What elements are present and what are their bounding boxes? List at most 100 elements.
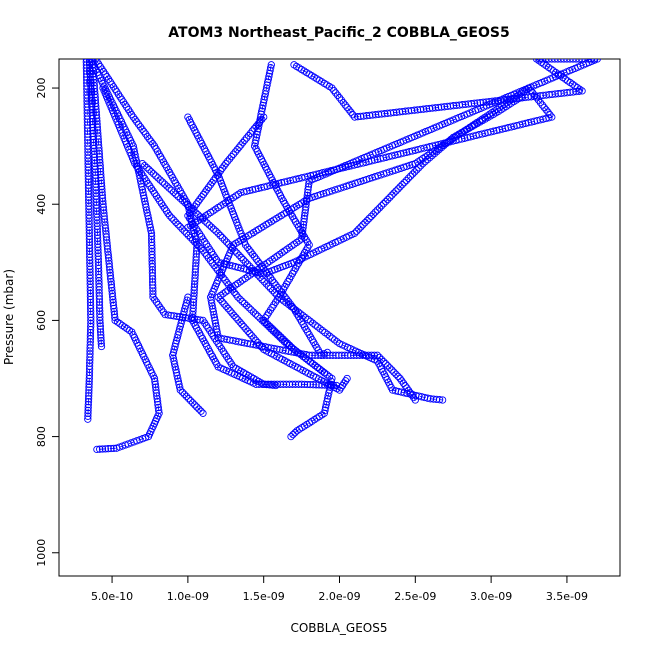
data-point — [332, 89, 340, 97]
data-point — [313, 363, 321, 371]
data-point — [208, 299, 216, 307]
data-point — [95, 147, 103, 155]
data-point — [345, 106, 353, 114]
data-point — [354, 113, 362, 121]
data-point — [304, 186, 312, 194]
x-tick-label: 3.0e-09 — [470, 590, 512, 603]
data-point — [151, 380, 159, 388]
x-axis: 5.0e-10 1.0e-09 1.5e-09 2.0e-09 2.5e-09 3.0e-… — [91, 575, 588, 603]
y-axis: 200 400 600 800 1000 — [35, 78, 60, 567]
data-point — [199, 190, 208, 199]
data-point — [309, 360, 317, 368]
data-point — [375, 204, 384, 212]
data-point — [534, 96, 543, 104]
data-point — [230, 311, 238, 320]
data-point — [339, 98, 347, 107]
data-point — [314, 323, 322, 331]
data-point — [343, 374, 351, 383]
data-point — [403, 384, 411, 392]
data-point — [396, 183, 404, 191]
data-point — [220, 236, 229, 244]
data-point — [133, 118, 141, 126]
data-point — [517, 93, 526, 101]
data-point — [208, 178, 216, 187]
data-point — [242, 265, 251, 274]
data-point — [209, 308, 217, 316]
data-point — [415, 164, 423, 172]
data-point — [260, 316, 268, 325]
data-point — [531, 91, 539, 99]
data-point — [170, 216, 178, 224]
data-point — [234, 263, 242, 272]
data-point — [201, 188, 209, 196]
data-point — [234, 279, 242, 288]
data-point — [367, 212, 375, 221]
data-point — [172, 190, 180, 198]
data-point — [221, 288, 230, 296]
data-point — [191, 202, 199, 210]
data-point — [96, 316, 104, 325]
data-point — [237, 253, 245, 262]
data-point — [213, 171, 221, 180]
data-point — [423, 155, 432, 164]
data-point — [147, 184, 156, 193]
data-point — [207, 223, 216, 231]
data-point — [152, 172, 160, 180]
data-point — [529, 89, 537, 97]
data-point — [180, 390, 189, 398]
data-point — [161, 180, 169, 188]
data-point — [262, 318, 270, 327]
data-point — [164, 209, 172, 218]
data-point — [299, 226, 307, 235]
data-point — [548, 113, 556, 121]
data-point — [238, 297, 246, 306]
data-point — [373, 206, 382, 214]
data-point — [311, 361, 319, 370]
data-point — [400, 178, 408, 187]
data-point — [125, 326, 134, 335]
data-point — [251, 268, 259, 276]
x-tick-label: 1.5e-09 — [243, 590, 285, 603]
data-point — [447, 135, 455, 144]
data-point — [96, 165, 105, 173]
data-point — [222, 159, 230, 168]
data-point — [214, 293, 222, 301]
data-point — [252, 122, 260, 131]
data-point — [288, 302, 296, 311]
x-tick-label: 1.0e-09 — [167, 590, 209, 603]
data-point — [93, 114, 101, 122]
data-point — [103, 239, 111, 247]
data-point — [256, 260, 264, 268]
data-point — [384, 195, 392, 204]
data-point — [408, 391, 416, 399]
data-point — [264, 282, 273, 290]
data-point — [335, 94, 344, 102]
data-point — [96, 328, 105, 336]
data-point — [328, 334, 336, 342]
data-point — [188, 313, 197, 322]
data-point — [152, 389, 161, 397]
data-point — [272, 281, 280, 289]
data-point — [314, 351, 322, 359]
data-point — [216, 231, 224, 240]
data-point — [563, 59, 571, 63]
data-point — [337, 96, 346, 104]
data-point — [152, 386, 160, 394]
data-point — [409, 393, 418, 402]
data-point — [91, 96, 100, 105]
data-point — [406, 172, 415, 180]
data-point — [232, 313, 240, 322]
data-point — [236, 318, 244, 326]
data-point — [249, 308, 258, 316]
data-point — [286, 300, 295, 308]
data-point — [211, 174, 220, 182]
data-point — [149, 140, 157, 148]
data-point — [187, 207, 195, 215]
data-point — [318, 367, 326, 375]
data-point — [84, 395, 93, 403]
data-point — [212, 322, 220, 330]
data-point — [566, 78, 574, 87]
data-point — [212, 227, 220, 235]
data-point — [98, 445, 107, 453]
